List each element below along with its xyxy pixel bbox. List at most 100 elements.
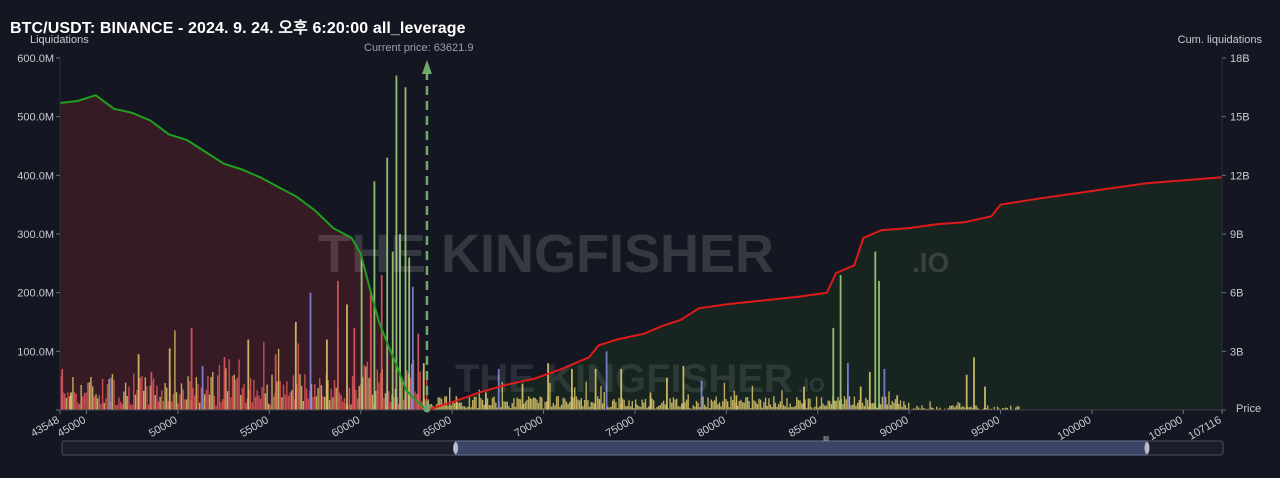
liquidation-bar (180, 383, 183, 410)
current-price-dot (423, 405, 431, 413)
liquidation-bar (430, 404, 433, 410)
liquidation-bar (876, 407, 879, 410)
navigator-handle-right[interactable] (1144, 442, 1150, 454)
liquidation-bar (147, 404, 150, 410)
liquidation-bar (291, 390, 293, 410)
liquidation-bar (750, 408, 752, 410)
liquidation-bar (289, 392, 291, 410)
liquidation-bar (689, 408, 691, 410)
liquidation-bar (338, 392, 341, 410)
liquidation-bar-peak (497, 368, 500, 410)
liquidation-bar (830, 403, 833, 410)
liquidation-bar (743, 402, 745, 410)
liquidation-bar (812, 408, 814, 410)
liquidation-bar (73, 391, 76, 410)
liquidation-bar (888, 391, 890, 410)
liquidation-bar (985, 408, 987, 410)
liquidation-bar (630, 406, 632, 410)
liquidation-bar (312, 397, 314, 410)
liquidation-bar (774, 402, 777, 410)
liquidation-bar (871, 403, 874, 410)
liquidation-bar (506, 401, 508, 410)
liquidation-bar (585, 381, 587, 410)
watermark-suffix-secondary: .IO (798, 375, 825, 397)
liquidation-bar (949, 405, 951, 410)
liquidation-bar (212, 371, 214, 410)
watermark-text: THE KINGFISHER (318, 224, 774, 284)
liquidation-bar-peak (682, 366, 685, 410)
short-cum-line (59, 94, 428, 411)
navigator-grip[interactable]: III (823, 436, 829, 443)
liquidation-bar (631, 400, 633, 410)
liquidation-bar (320, 385, 323, 410)
liquidation-bar (355, 389, 357, 410)
liquidation-bar (873, 403, 875, 410)
liquidation-bar (457, 403, 459, 410)
liquidation-bar (215, 405, 217, 410)
liquidation-bar (922, 408, 925, 410)
liquidation-bar (653, 400, 655, 410)
liquidation-bar (908, 402, 910, 410)
liquidation-bar (518, 398, 520, 410)
liquidation-bar (116, 404, 119, 410)
liquidation-bar (697, 402, 699, 410)
liquidation-bar (523, 404, 525, 410)
liquidation-bar (90, 377, 92, 410)
liquidation-bar (769, 404, 772, 410)
liquidation-bar (768, 398, 770, 410)
liquidation-bar (806, 408, 808, 410)
liquidation-bar (279, 381, 281, 410)
liquidation-bar (633, 408, 635, 410)
liquidation-bar (473, 396, 476, 410)
liquidation-bar (449, 387, 451, 410)
liquidation-bar (713, 400, 716, 410)
x-tick-label: 43548 (29, 414, 61, 440)
liquidation-bar-peak (422, 363, 425, 410)
liquidation-bar (532, 397, 535, 410)
liquidation-bar (579, 400, 581, 410)
liquidation-bar (829, 400, 831, 410)
liquidation-bar (452, 401, 454, 410)
liquidation-bar-peak (868, 371, 871, 410)
liquidation-bar (792, 407, 795, 410)
liquidation-bar (914, 408, 916, 410)
liquidation-bar (615, 402, 617, 410)
liquidation-bar (885, 396, 887, 410)
navigator-handle-left[interactable] (453, 442, 459, 454)
liquidation-bar (718, 402, 721, 410)
liquidation-bar (963, 407, 966, 410)
liquidation-bar (198, 402, 201, 410)
liquidation-bar (98, 395, 100, 410)
liquidation-bar (120, 401, 122, 410)
liquidation-bar (300, 385, 303, 410)
liquidation-bar (335, 387, 337, 410)
liquidation-bar (745, 397, 747, 410)
liquidation-bar (690, 408, 693, 410)
liquidation-bar (746, 396, 749, 410)
y-left-tick-label: 400.0M (17, 170, 54, 182)
liquidation-bar (187, 376, 189, 410)
liquidation-bar (674, 399, 676, 410)
liquidation-bar-peak (137, 354, 140, 410)
liquidation-bar (937, 408, 939, 410)
liquidation-bar (947, 408, 949, 410)
liquidation-bar (567, 404, 569, 410)
liquidation-bar (707, 397, 709, 410)
liquidation-bar-peak (391, 251, 394, 410)
liquidation-bar-peak (201, 366, 204, 410)
liquidation-bar (662, 400, 665, 410)
liquidation-bar (238, 359, 240, 410)
liquidation-bar (529, 398, 531, 410)
liquidation-bar (228, 359, 230, 410)
liquidation-bar (865, 397, 867, 410)
liquidation-bar (583, 399, 586, 410)
liquidation-bar (850, 405, 852, 410)
liquidation-bar (962, 405, 964, 410)
liquidation-bar (801, 403, 803, 410)
liquidation-bar (917, 407, 920, 410)
liquidation-bar (115, 405, 117, 410)
liquidation-bar (717, 404, 719, 410)
navigator-window[interactable] (455, 440, 1148, 456)
liquidation-bar (738, 401, 740, 410)
liquidation-bar (531, 398, 533, 410)
